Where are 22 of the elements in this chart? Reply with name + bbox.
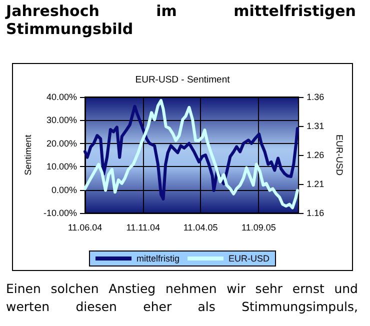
y-tick-label: -10.00% <box>43 208 77 218</box>
y2-tick-label: 1.31 <box>306 121 324 131</box>
y2-tick-label: 1.26 <box>306 150 324 160</box>
y2-tick-label: 1.36 <box>306 92 324 102</box>
y-tick-label: 20.00% <box>46 138 77 148</box>
y-tick-label: 30.00% <box>46 115 77 126</box>
y-axis-title: Sentiment <box>23 134 34 176</box>
legend-label: EUR-USD <box>228 254 270 264</box>
y2-axis-title: EUR-USD <box>334 134 344 176</box>
legend-label: mittelfristig <box>136 254 180 264</box>
y-tick-label: 10.00% <box>46 162 77 172</box>
x-tick-label: 11.11.04 <box>126 222 160 232</box>
chart-title: Jahreshoch im mittelfristigen Stimmungsbild <box>6 2 356 38</box>
x-tick-label: 11.06.04 <box>68 222 102 232</box>
x-tick-label: 11.04.05 <box>183 222 218 232</box>
y2-tick-label: 1.21 <box>306 179 324 189</box>
y-tick-label: 0.00% <box>51 184 77 195</box>
chart-subtitle: EUR-USD - Sentiment <box>135 74 230 86</box>
y-tick-label: 40.00% <box>46 92 77 102</box>
text: Einen solchen Anstieg nehmen wir sehr ernst und werten diesen eher als Stimmungsimpuls, <box>6 280 358 316</box>
x-tick-label: 11.09.05 <box>241 222 276 232</box>
y2-tick-label: 1.16 <box>306 208 324 218</box>
